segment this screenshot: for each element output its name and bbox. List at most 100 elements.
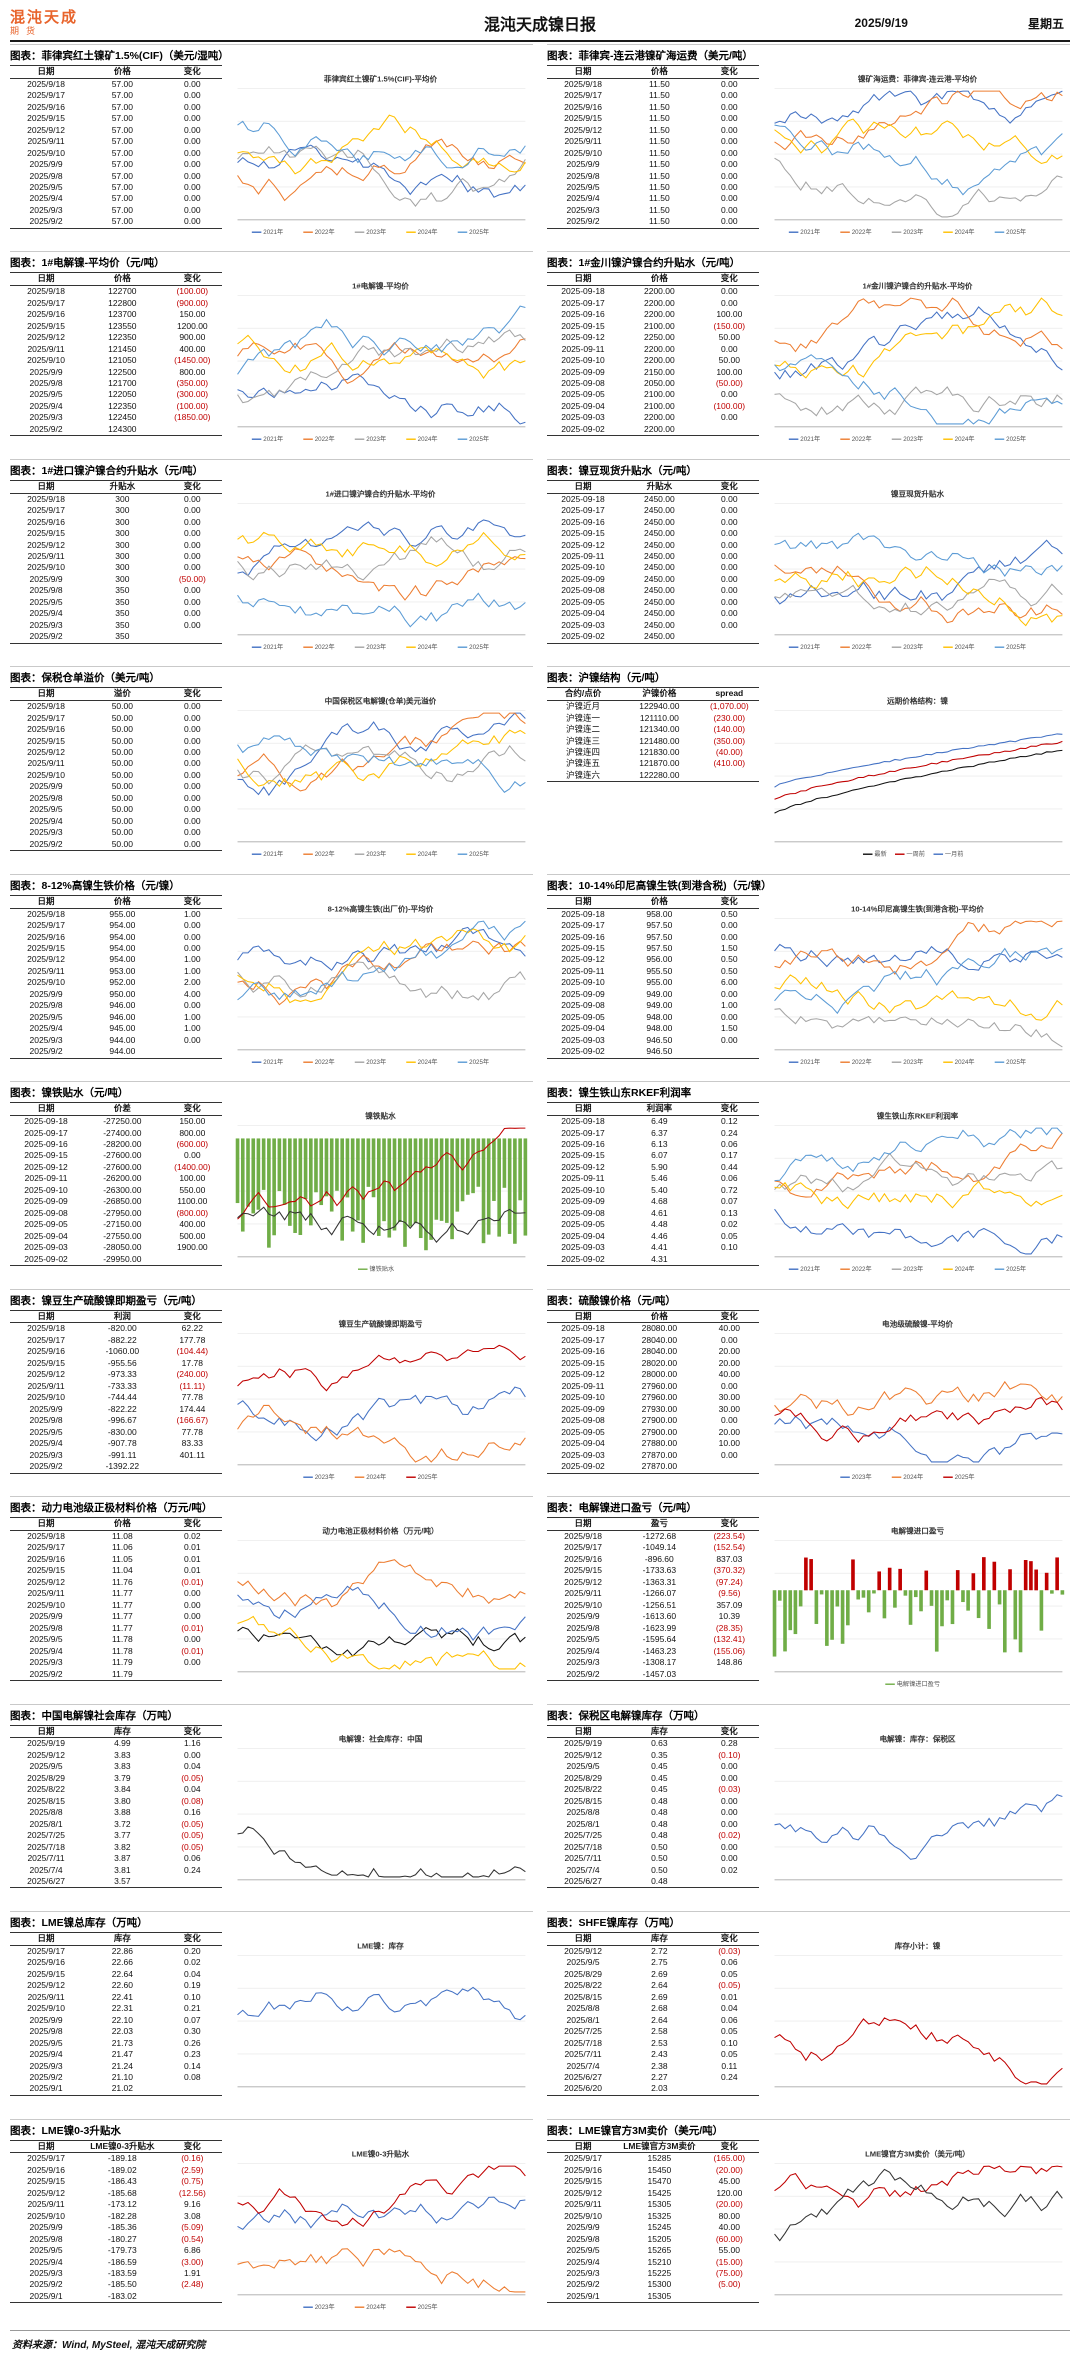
- chart: 镍铁贴水 镍铁贴水: [228, 1102, 533, 1282]
- table-cell: 0.02: [721, 1864, 738, 1875]
- table-cell: 2450.00: [643, 528, 675, 539]
- table-row: 2025-09-04 -27550.00 500.00: [10, 1231, 222, 1242]
- table-cell: 3.83: [114, 1749, 131, 1760]
- table-cell: 4.46: [651, 1230, 668, 1241]
- table-cell: 0.00: [721, 412, 738, 423]
- svg-text:2024年: 2024年: [955, 1265, 975, 1273]
- column-header: 日期: [547, 1932, 620, 1946]
- table-cell: 2025-09-09: [561, 573, 605, 584]
- table-cell: 2025-09-05: [561, 1426, 605, 1437]
- table-cell: 2025/9/5: [29, 181, 63, 192]
- table-cell: 955.00: [646, 977, 673, 988]
- table-row: 2025/9/5 -830.00 77.78: [10, 1427, 222, 1438]
- table-cell: 0.01: [184, 1542, 201, 1553]
- table-cell: 0.00: [184, 124, 201, 135]
- table-cell: -1363.31: [642, 1576, 677, 1587]
- table-row: 2025/9/4 15210 (15.00): [547, 2257, 759, 2268]
- table-row: 2025/9/10 952.00 2.00: [10, 977, 222, 988]
- table-cell: 40.00: [718, 1323, 740, 1334]
- table-row: 2025-09-10 5.40 0.72: [547, 1185, 759, 1196]
- section-body: 日期 价格 变化 2025-09-18 958.00 0.50 2025-09-17 957…: [547, 894, 1070, 1075]
- table-cell: 948.00: [646, 1011, 673, 1022]
- data-table: 日期 价格 变化 2025/9/18 955.00 1.00 2025/9/17 954.0…: [10, 894, 222, 1059]
- table-cell: 0.05: [721, 1968, 738, 1979]
- table-cell: (0.01): [181, 1576, 204, 1587]
- table-cell: 953.00: [109, 965, 136, 976]
- table-cell: 2025-09-02: [547, 423, 620, 437]
- table-cell: 0.17: [721, 1150, 738, 1161]
- table-cell: 2100.00: [643, 389, 675, 400]
- table-row: 2025/9/12 57.00 0.00: [10, 125, 222, 136]
- table-cell: 2025/9/10: [564, 2210, 602, 2221]
- table-cell: 2025/9/3: [29, 2267, 63, 2278]
- table-row: 2025-09-15 28020.00 20.00: [547, 1358, 759, 1369]
- svg-text:2023年: 2023年: [903, 643, 923, 651]
- table-cell: 2025/9/12: [27, 124, 65, 135]
- table-row: 2025/9/10 11.50 0.00: [547, 148, 759, 159]
- table-row: 2025/9/4 57.00 0.00: [10, 193, 222, 204]
- table-cell: 100.00: [179, 1173, 206, 1184]
- section-body: 日期 价格 变化 2025/9/18 11.08 0.02 2025/9/17 11.06 0…: [10, 1517, 533, 1697]
- table-cell: 11.50: [649, 181, 670, 192]
- table-cell: 2025-09-15: [24, 1150, 68, 1161]
- table-cell: 2025-09-12: [561, 1161, 605, 1172]
- table-cell: 0.23: [184, 2049, 201, 2060]
- table-row: 2025-09-02 -29950.00: [10, 1253, 222, 1267]
- table-cell: 122450: [108, 412, 137, 423]
- table-cell: 954.00: [109, 931, 136, 942]
- table-cell: 2025/9/2: [547, 216, 620, 229]
- table-cell: 50.00: [111, 815, 133, 826]
- table-cell: (0.08): [181, 1795, 204, 1806]
- table-cell: -1392.22: [82, 1461, 163, 1474]
- table-cell: 57.00: [111, 193, 133, 204]
- table-cell: 2450.00: [643, 505, 675, 516]
- section-body: 日期 价格 变化 2025-09-18 2200.00 0.00 2025-09-17 22…: [547, 272, 1070, 452]
- column-header: 日期: [10, 1724, 83, 1739]
- table-row: 2025/9/15 22.64 0.04: [10, 1969, 222, 1980]
- table-row: 2025/9/18 57.00 0.00: [10, 78, 222, 90]
- table-cell: 2.68: [651, 2003, 668, 2014]
- table-cell: 1.91: [184, 2267, 201, 2278]
- table-row: 2025/9/15 57.00 0.00: [10, 113, 222, 124]
- table-cell: 2025-09-17: [24, 1127, 68, 1138]
- table-cell: 15300: [647, 2279, 672, 2290]
- table-cell: (28.35): [715, 1622, 743, 1633]
- table-cell: 27900.00: [641, 1426, 678, 1437]
- table-cell: 22.60: [111, 1980, 133, 1991]
- table-cell: 3.88: [114, 1807, 131, 1818]
- table-cell: 2025/9/10: [27, 977, 65, 988]
- report-section: 图表：SHFE镍库存（万吨） 日期 库存 变化 2025/9/12 2.72 (0.03…: [547, 1911, 1070, 2118]
- table-row: 2025-09-08 4.61 0.13: [547, 1208, 759, 1219]
- table-cell: 0.16: [184, 1807, 201, 1818]
- table-row: 2025/9/4 21.47 0.23: [10, 2049, 222, 2060]
- table-cell: -185.68: [107, 2187, 137, 2198]
- data-table: 日期 溢价 变化 2025/9/18 50.00 0.00 2025/9/17 50.00 0…: [10, 687, 222, 852]
- table-cell: 2025/9/2: [10, 216, 83, 229]
- table-cell: 11.06: [112, 1542, 133, 1553]
- table-row: 2025/9/16 22.66 0.02: [10, 1957, 222, 1968]
- table-row: 2025/9/17 122800 (900.00): [10, 298, 222, 309]
- table-row: 2025-09-04 2100.00 (100.00): [547, 401, 759, 412]
- table-row: 2025-09-03 946.50 0.00: [547, 1035, 759, 1046]
- table-cell: -186.43: [107, 2176, 137, 2187]
- section-body: 日期 价格 变化 2025-09-18 28080.00 40.00 2025-09-17…: [547, 1309, 1070, 1490]
- table-cell: 2025/9/17: [27, 920, 65, 931]
- table-cell: 17.78: [181, 1357, 203, 1368]
- column-header: 升贴水: [619, 479, 700, 494]
- table-cell: 6.00: [721, 977, 738, 988]
- table-cell: 3.77: [114, 1830, 131, 1841]
- table-cell: 21.73: [111, 2037, 133, 2048]
- table-row: 2025/9/15 300 0.00: [10, 528, 222, 539]
- table-cell: (0.05): [181, 1830, 204, 1841]
- table-cell: 0.48: [619, 1876, 700, 1889]
- table-cell: 2025/9/12: [27, 332, 65, 343]
- table-cell: 2025-09-16: [561, 931, 605, 942]
- table-row: 2025/9/12 3.83 0.00: [10, 1750, 222, 1761]
- table-cell: 0.00: [721, 343, 738, 354]
- table-cell: 2025/9/5: [29, 596, 63, 607]
- table-cell: [162, 1461, 222, 1474]
- table-cell: 2200.00: [643, 286, 675, 297]
- table-row: 2025/9/12 122350 900.00: [10, 332, 222, 343]
- data-table: 日期 价格 变化 2025/9/18 11.08 0.02 2025/9/17 11.06 0…: [10, 1517, 222, 1682]
- table-cell: 2025-09-08: [561, 585, 605, 596]
